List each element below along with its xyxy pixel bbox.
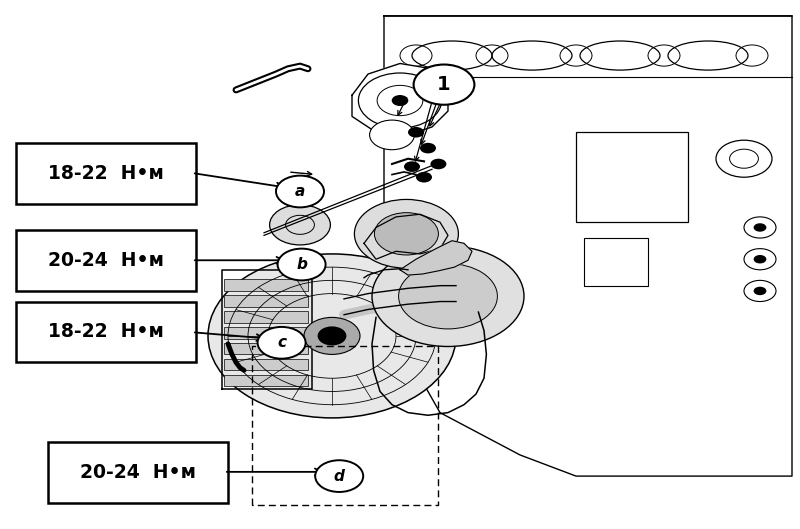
Polygon shape xyxy=(384,16,792,476)
Circle shape xyxy=(420,143,436,153)
Text: a: a xyxy=(295,184,305,199)
Circle shape xyxy=(408,127,424,138)
Circle shape xyxy=(754,223,766,232)
Circle shape xyxy=(374,213,438,255)
Circle shape xyxy=(754,255,766,263)
Circle shape xyxy=(372,246,524,346)
Text: 20-24  Н•м: 20-24 Н•м xyxy=(48,251,164,270)
Polygon shape xyxy=(364,214,448,259)
FancyBboxPatch shape xyxy=(224,295,308,307)
FancyBboxPatch shape xyxy=(224,375,308,386)
FancyBboxPatch shape xyxy=(16,230,196,291)
Circle shape xyxy=(430,159,446,169)
FancyBboxPatch shape xyxy=(16,143,196,204)
Circle shape xyxy=(258,327,306,359)
Circle shape xyxy=(358,73,442,128)
Text: 18-22  Н•м: 18-22 Н•м xyxy=(48,323,164,341)
Circle shape xyxy=(392,95,408,106)
Circle shape xyxy=(276,176,324,207)
Circle shape xyxy=(416,172,432,183)
FancyBboxPatch shape xyxy=(224,359,308,370)
FancyBboxPatch shape xyxy=(224,327,308,339)
Text: 18-22  Н•м: 18-22 Н•м xyxy=(48,164,164,183)
Circle shape xyxy=(404,161,420,172)
FancyBboxPatch shape xyxy=(224,343,308,354)
Circle shape xyxy=(398,263,498,329)
FancyBboxPatch shape xyxy=(16,302,196,362)
Circle shape xyxy=(318,326,346,345)
Circle shape xyxy=(414,65,474,105)
Circle shape xyxy=(315,460,363,492)
FancyBboxPatch shape xyxy=(224,279,308,291)
Circle shape xyxy=(304,317,360,354)
Circle shape xyxy=(278,249,326,280)
FancyBboxPatch shape xyxy=(48,442,228,503)
Circle shape xyxy=(208,254,456,418)
Circle shape xyxy=(370,120,414,150)
Circle shape xyxy=(754,287,766,295)
Text: c: c xyxy=(277,335,286,350)
Text: 20-24  Н•м: 20-24 Н•м xyxy=(80,463,196,481)
Text: 1: 1 xyxy=(437,75,451,94)
Polygon shape xyxy=(352,63,448,138)
Circle shape xyxy=(354,199,458,268)
Circle shape xyxy=(270,205,330,245)
Text: d: d xyxy=(334,469,345,484)
Polygon shape xyxy=(400,241,472,275)
Text: b: b xyxy=(296,257,307,272)
FancyBboxPatch shape xyxy=(224,311,308,323)
